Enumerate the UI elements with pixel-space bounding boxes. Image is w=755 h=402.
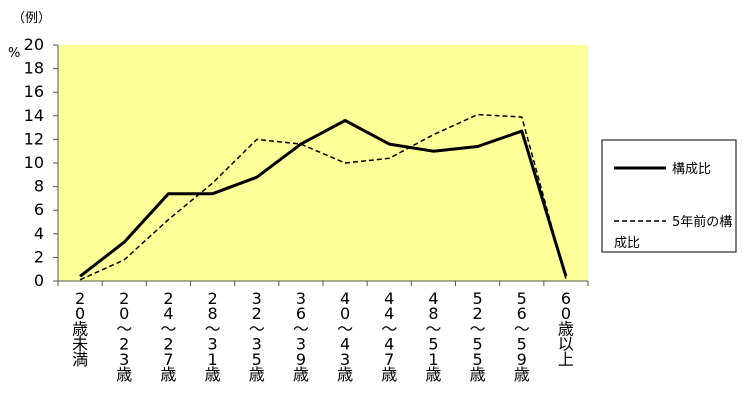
x-tick-label: 3 2 〜 3 5 歳 [249, 289, 265, 384]
y-tick-label: 6 [34, 200, 44, 219]
x-tick-label: 2 4 〜 2 7 歳 [160, 289, 176, 384]
x-tick-label: 2 0 歳未満 [72, 289, 88, 369]
x-tick-label: 6 0 歳以上 [558, 289, 574, 369]
y-unit-label: % [8, 46, 20, 61]
y-tick-label: 14 [24, 106, 44, 125]
x-tick-label: 3 6 〜 3 9 歳 [293, 289, 309, 384]
legend-label-series-1: 構成比 [672, 162, 711, 177]
x-tick-label: 5 6 〜 5 9 歳 [514, 289, 530, 384]
y-tick-label: 20 [24, 35, 44, 54]
legend-label-series-2: 5年前の構成比 [614, 214, 732, 251]
series-line-1 [79, 119, 568, 278]
y-tick-label: 12 [24, 129, 44, 148]
series-line-2 [79, 113, 567, 281]
x-tick-label: 4 8 〜 5 1 歳 [425, 289, 441, 384]
legend-box [601, 139, 737, 253]
unit-note: （例） [12, 11, 51, 26]
y-tick-label: 4 [34, 224, 44, 243]
x-tick-label: 2 8 〜 3 1 歳 [205, 289, 221, 384]
y-tick-group: 0 2 4 6 8 10 12 14 16 18 20 [24, 35, 58, 290]
y-tick-label: 2 [34, 247, 44, 266]
legend: 構成比 5年前の構成比 [601, 139, 737, 253]
plot-area [58, 45, 588, 281]
x-tick-label: 2 0 〜 2 3 歳 [116, 289, 132, 384]
x-tick-group: 2 0 歳未満 2 0 〜 2 3 歳 2 4 〜 2 7 歳 2 8 〜 3 1 歳 3 2 〜 3 5 歳 3 6 〜 3 9 歳 4 0 〜 4 3… [57, 281, 589, 384]
y-tick-label: 18 [24, 59, 44, 78]
x-tick-label: 4 4 〜 4 7 歳 [381, 289, 397, 384]
y-tick-label: 0 [34, 271, 44, 290]
series-group [79, 113, 568, 281]
y-tick-label: 16 [24, 82, 44, 101]
y-tick-label: 8 [34, 177, 44, 196]
x-tick-label: 5 2 〜 5 5 歳 [470, 289, 486, 384]
y-tick-label: 10 [24, 153, 44, 172]
x-tick-label: 4 0 〜 4 3 歳 [337, 289, 353, 384]
